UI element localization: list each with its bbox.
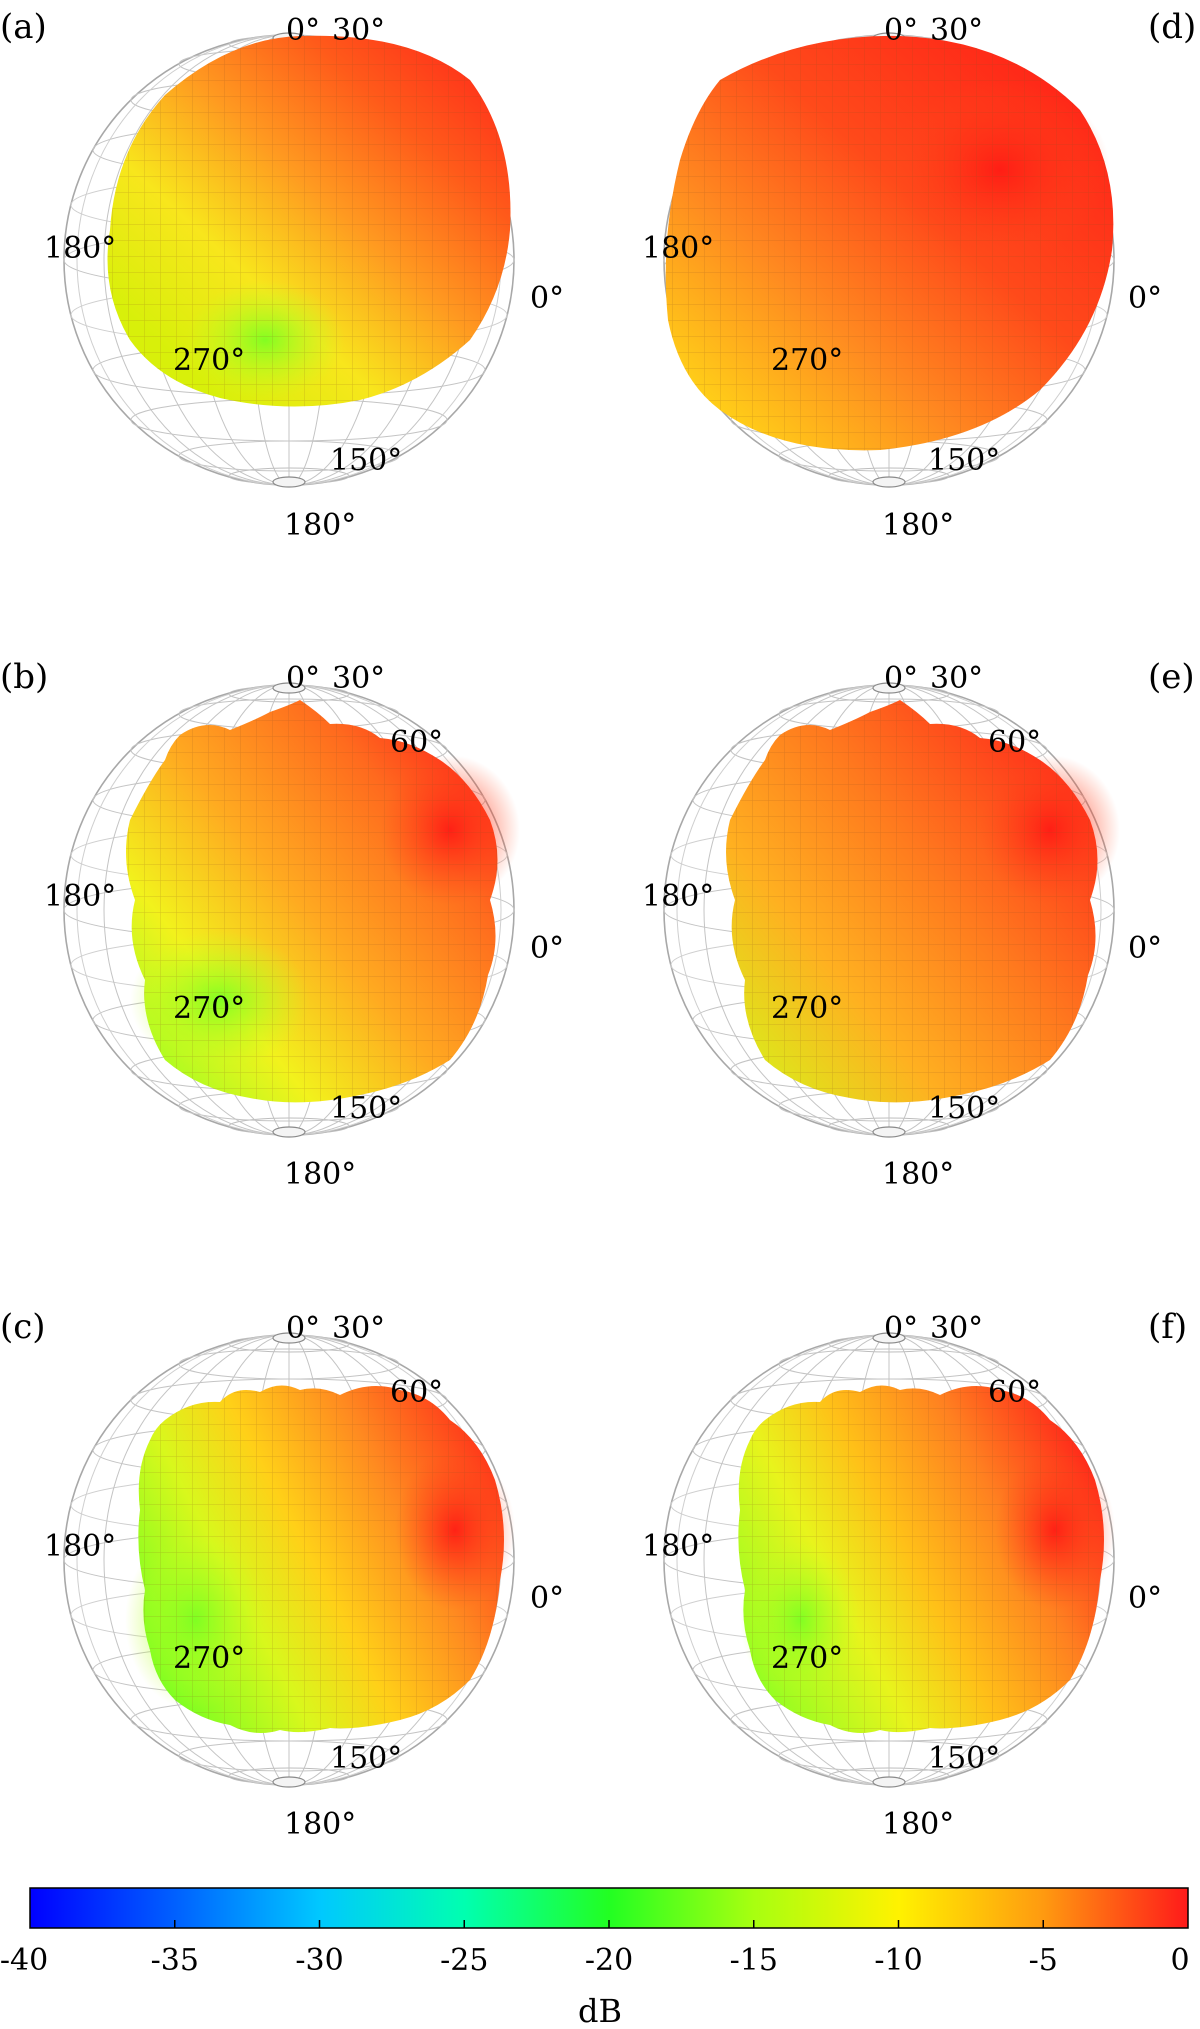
angle-label: 270°: [173, 343, 245, 378]
angle-label: 180°: [642, 1529, 714, 1564]
panel-e: [663, 682, 1120, 1138]
angle-label: 150°: [928, 1741, 1000, 1776]
angle-label: 60°: [390, 725, 443, 760]
angle-label: 180°: [284, 1807, 356, 1842]
angle-label: 30°: [332, 1311, 385, 1346]
angle-label: 180°: [284, 1157, 356, 1192]
angle-label: 60°: [988, 725, 1041, 760]
panel-label-c: (c): [0, 1307, 46, 1347]
angle-label: 180°: [284, 508, 356, 543]
angle-label: 30°: [332, 13, 385, 48]
angle-label: 0°: [286, 661, 320, 696]
colorbar-label: dB: [578, 1992, 622, 2029]
angle-label: 180°: [882, 508, 954, 543]
angle-label: 270°: [771, 1641, 843, 1676]
panel-a: [63, 32, 515, 488]
colorbar-tick-label: -5: [1029, 1943, 1058, 1978]
colorbar-tick-label: -20: [585, 1943, 633, 1978]
colorbar-tick-label: -25: [440, 1943, 488, 1978]
angle-label: 180°: [44, 231, 116, 266]
angle-label: 180°: [44, 1529, 116, 1564]
angle-label: 150°: [928, 1091, 1000, 1126]
angle-label: 0°: [530, 281, 564, 316]
angle-label: 0°: [286, 13, 320, 48]
angle-label: 0°: [884, 13, 918, 48]
angle-label: 270°: [771, 343, 843, 378]
angle-label: 150°: [330, 1091, 402, 1126]
angle-label: 150°: [330, 443, 402, 478]
angle-label: 270°: [173, 991, 245, 1026]
panel-label-e: (e): [1148, 657, 1195, 697]
panel-label-a: (a): [0, 7, 47, 47]
angle-label: 270°: [771, 991, 843, 1026]
angle-label: 30°: [930, 13, 983, 48]
angle-label: 0°: [1128, 1581, 1162, 1616]
panel-d: [663, 32, 1115, 488]
colorbar: -40 -35 -30 -25 -20 -15 -10 -5 0 dB: [0, 1887, 1190, 2029]
angle-label: 0°: [286, 1311, 320, 1346]
angle-label: 60°: [390, 1375, 443, 1410]
panel-c: [63, 1332, 515, 1788]
angle-label: 0°: [884, 1311, 918, 1346]
colorbar-tick-label: -35: [151, 1943, 199, 1978]
colorbar-tick-label: -15: [730, 1943, 778, 1978]
panel-label-d: (d): [1148, 7, 1196, 47]
angle-label: 180°: [882, 1807, 954, 1842]
panel-label-b: (b): [0, 657, 48, 697]
angle-label: 0°: [530, 1581, 564, 1616]
angle-label: 60°: [988, 1375, 1041, 1410]
colorbar-ticks: -40 -35 -30 -25 -20 -15 -10 -5 0: [0, 1920, 1190, 1978]
angle-label: 30°: [930, 661, 983, 696]
colorbar-tick-label: -10: [874, 1943, 922, 1978]
angle-label: 30°: [332, 661, 385, 696]
angle-label: 180°: [642, 231, 714, 266]
panel-f: [663, 1332, 1115, 1788]
colorbar-tick-label: -40: [0, 1943, 48, 1978]
angle-label: 150°: [928, 443, 1000, 478]
angle-label: 180°: [882, 1157, 954, 1192]
angle-label: 0°: [530, 931, 564, 966]
angle-label: 0°: [1128, 931, 1162, 966]
angle-label: 30°: [930, 1311, 983, 1346]
colorbar-tick-label: -30: [295, 1943, 343, 1978]
panel-b: [63, 682, 520, 1138]
angle-label: 270°: [173, 1641, 245, 1676]
angle-label: 150°: [330, 1741, 402, 1776]
angle-label: 180°: [642, 879, 714, 914]
angle-label: 0°: [1128, 281, 1162, 316]
angle-label: 0°: [884, 661, 918, 696]
angle-label: 180°: [44, 879, 116, 914]
panel-label-f: (f): [1148, 1307, 1187, 1347]
colorbar-tick-label: 0: [1170, 1943, 1189, 1978]
